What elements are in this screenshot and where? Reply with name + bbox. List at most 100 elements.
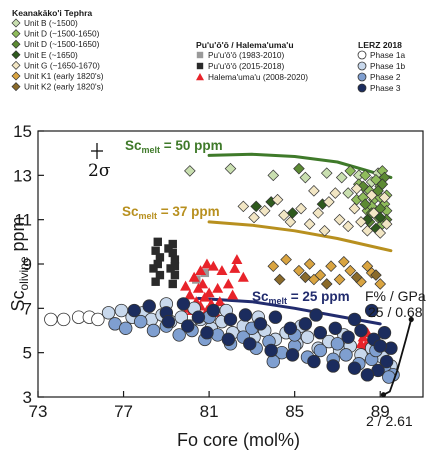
legend-marker bbox=[357, 83, 367, 93]
data-point bbox=[376, 178, 389, 190]
data-point bbox=[328, 321, 343, 335]
data-point bbox=[127, 303, 141, 318]
x-tick-label: 81 bbox=[200, 402, 219, 421]
data-point bbox=[326, 359, 340, 373]
x-tick-label: 77 bbox=[114, 402, 133, 421]
legend-entry-label: Pu'u'ō'ō (2015-2018) bbox=[208, 61, 284, 71]
data-point bbox=[253, 317, 268, 331]
curve-label-value: = 37 ppm bbox=[157, 204, 220, 219]
data-point bbox=[248, 211, 260, 224]
melt-curve-end-marker bbox=[380, 392, 387, 398]
data-point bbox=[267, 260, 280, 273]
data-point bbox=[164, 244, 173, 253]
legend-entry-label: Unit D (~1500-1650) bbox=[24, 29, 100, 39]
data-point bbox=[374, 278, 387, 290]
data-point bbox=[161, 314, 176, 329]
data-point bbox=[146, 323, 161, 338]
model-curve-label: Scmelt = 50 ppm bbox=[125, 138, 223, 155]
data-point bbox=[195, 265, 207, 276]
data-point bbox=[273, 273, 286, 286]
data-point bbox=[180, 280, 192, 291]
legend-marker bbox=[11, 29, 21, 39]
data-point bbox=[237, 200, 250, 213]
legend-entry-label: Phase 2 bbox=[370, 72, 401, 82]
data-point bbox=[299, 271, 312, 284]
y-label-subscript: olivine bbox=[17, 256, 31, 290]
legend-title: LERZ 2018 bbox=[358, 40, 402, 50]
legend-entry-label: Phase 1b bbox=[370, 61, 405, 71]
data-point bbox=[333, 273, 346, 286]
data-point bbox=[142, 299, 156, 313]
data-point bbox=[170, 270, 180, 280]
melt-curve-end-marker bbox=[408, 316, 414, 323]
data-point bbox=[221, 332, 236, 347]
data-point bbox=[303, 258, 316, 270]
data-point bbox=[283, 321, 298, 335]
data-point bbox=[299, 171, 312, 184]
data-point bbox=[258, 205, 271, 217]
legend-entry-label: Unit K1 (early 1820's) bbox=[24, 71, 104, 81]
data-point bbox=[170, 262, 180, 271]
series-group bbox=[127, 297, 398, 382]
data-point bbox=[56, 312, 71, 327]
data-point bbox=[374, 227, 387, 239]
data-point bbox=[133, 314, 148, 329]
data-point bbox=[223, 312, 238, 327]
legend-marker bbox=[11, 71, 21, 81]
data-point bbox=[347, 312, 362, 327]
legend-title: Keanakāko'i Tephra bbox=[12, 8, 92, 18]
error-bar-label: 2σ bbox=[88, 161, 111, 181]
data-point bbox=[153, 237, 162, 247]
data-point bbox=[268, 310, 283, 324]
data-point bbox=[170, 255, 180, 264]
data-point bbox=[354, 323, 368, 338]
y-label-unit: ppm bbox=[8, 216, 28, 256]
data-point bbox=[350, 182, 363, 195]
data-point bbox=[378, 191, 391, 204]
data-point bbox=[229, 262, 241, 273]
data-point bbox=[237, 271, 249, 282]
legend-entry-label: Phase 3 bbox=[370, 83, 401, 93]
legend-group: Pu'u'ō'ō / Halema'uma'uPu'u'ō'ō (1983-20… bbox=[196, 40, 308, 82]
legend-marker bbox=[11, 18, 21, 28]
data-point bbox=[231, 254, 243, 264]
data-points bbox=[44, 162, 400, 384]
data-point bbox=[342, 187, 354, 199]
data-point bbox=[284, 216, 297, 228]
legend-entry-label: Unit B (~1500) bbox=[24, 18, 78, 28]
curve-label-value: = 50 ppm bbox=[160, 138, 223, 153]
data-point bbox=[149, 264, 158, 273]
y-tick-label: 5 bbox=[23, 344, 32, 363]
legend-marker bbox=[11, 50, 21, 60]
y-tick-label: 7 bbox=[23, 299, 32, 318]
data-point bbox=[176, 297, 191, 311]
data-point bbox=[344, 165, 357, 177]
data-point bbox=[151, 246, 160, 255]
data-point bbox=[166, 264, 175, 273]
x-tick-label: 89 bbox=[371, 402, 390, 421]
melt-curve-bottom-label: 2 / 2.61 bbox=[366, 413, 413, 429]
data-point bbox=[227, 289, 239, 300]
data-point bbox=[357, 180, 369, 193]
legend-marker bbox=[357, 50, 367, 60]
data-point bbox=[359, 198, 372, 210]
data-point bbox=[313, 343, 328, 358]
data-point bbox=[338, 255, 350, 268]
curve-label-subscript: melt bbox=[269, 296, 288, 306]
data-point bbox=[339, 348, 353, 362]
data-point bbox=[212, 282, 224, 293]
legend-entry-label: Phase 1a bbox=[370, 50, 405, 60]
curve-label-main: Sc bbox=[125, 138, 142, 153]
data-point bbox=[364, 303, 379, 318]
data-point bbox=[295, 202, 307, 215]
data-point bbox=[267, 169, 280, 182]
data-point bbox=[153, 259, 162, 269]
data-point bbox=[379, 354, 394, 369]
y-tick-label: 15 bbox=[13, 122, 32, 141]
data-point bbox=[293, 264, 305, 277]
data-point bbox=[333, 213, 346, 226]
data-point bbox=[313, 326, 328, 340]
legend-marker bbox=[11, 60, 21, 70]
